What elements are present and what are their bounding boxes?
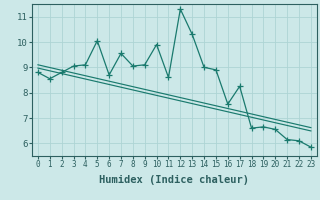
- X-axis label: Humidex (Indice chaleur): Humidex (Indice chaleur): [100, 175, 249, 185]
